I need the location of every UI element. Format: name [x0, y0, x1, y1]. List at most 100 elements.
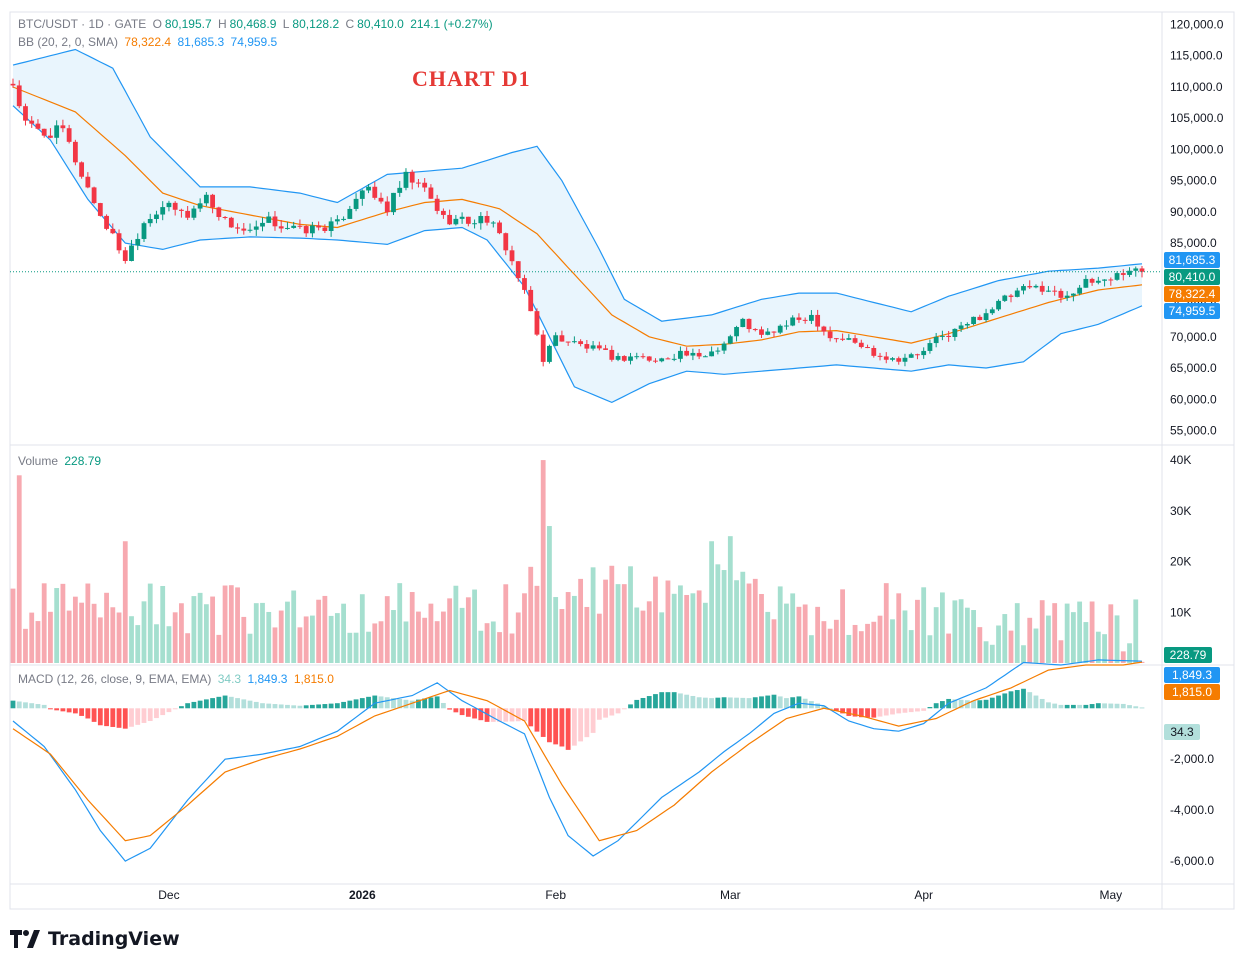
bollinger-band-fill — [13, 49, 1142, 403]
volume-bar — [939, 592, 945, 663]
tradingview-logo[interactable]: TradingView — [10, 928, 180, 950]
volume-bar — [621, 584, 627, 663]
macd-histogram-bar — [553, 708, 559, 745]
candle-body — [1108, 279, 1114, 281]
macd-histogram-bar — [915, 708, 920, 712]
volume-bar — [228, 585, 234, 663]
candle-body — [403, 171, 409, 188]
candle-body — [1133, 268, 1139, 271]
volume-bar — [634, 607, 640, 663]
macd-histogram-bar — [1133, 706, 1139, 709]
macd-line — [12, 659, 1143, 862]
macd-histogram-bar — [571, 708, 577, 746]
macd-histogram-bar — [372, 695, 378, 709]
volume-bar — [908, 630, 914, 663]
volume-bar — [727, 536, 733, 663]
candle-body — [721, 343, 727, 351]
macd-histogram-bar — [752, 697, 758, 709]
macd-histogram-bar — [416, 699, 421, 709]
macd-histogram-bar — [578, 708, 584, 742]
macd-histogram-bar — [278, 704, 284, 709]
volume-bar — [66, 610, 72, 663]
candle-body — [97, 203, 103, 216]
volume-bar — [372, 623, 378, 663]
macd-histogram-bar — [771, 694, 777, 709]
volume-bar — [540, 460, 546, 663]
macd-histogram-bar — [1027, 692, 1033, 709]
macd-histogram-bar — [160, 708, 166, 716]
candle-body — [840, 338, 845, 340]
volume-bar — [490, 621, 496, 663]
macd-histogram-bar — [428, 697, 434, 709]
macd-histogram-bar — [784, 698, 789, 709]
candle-body — [596, 345, 602, 349]
candle-body — [540, 334, 546, 362]
volume-bar — [72, 596, 78, 663]
candle-body — [85, 176, 91, 188]
candle-body — [640, 356, 646, 358]
bb-legend: BB (20, 2, 0, SMA) 78,322.4 81,685.3 74,… — [18, 35, 280, 49]
candle-body — [490, 222, 496, 224]
candle-body — [1083, 278, 1089, 288]
candle-body — [391, 192, 396, 213]
macd-histogram-bar — [353, 699, 359, 709]
volume-bar — [197, 592, 203, 663]
macd-histogram-bar — [734, 697, 739, 709]
macd-histogram-bar — [1014, 690, 1020, 709]
volume-bar — [665, 580, 671, 663]
volume-bar — [10, 588, 16, 663]
candle-body — [253, 226, 259, 230]
bb-basis-value: 78,322.4 — [124, 35, 172, 49]
candle-body — [946, 335, 952, 337]
volume-bar — [696, 590, 702, 663]
candle-body — [347, 208, 353, 219]
macd-histogram-bar — [964, 700, 970, 709]
macd-histogram-bar — [759, 696, 764, 709]
candle-body — [291, 225, 297, 228]
macd-histogram-bar — [129, 708, 134, 727]
macd-histogram-bar — [179, 706, 184, 709]
candle-body — [484, 215, 490, 223]
macd-histogram-bar — [1120, 703, 1126, 709]
macd-histogram-bar — [334, 703, 340, 709]
macd-histogram-bar — [883, 708, 889, 716]
volume-bar — [397, 583, 403, 663]
macd-histogram-bar — [865, 708, 870, 718]
macd-histogram-bar — [933, 703, 939, 709]
volume-bar — [958, 599, 964, 663]
volume-bar — [122, 541, 128, 663]
candle-body — [883, 356, 889, 360]
macd-histogram-bar — [29, 703, 35, 709]
volume-bar — [721, 570, 727, 663]
volume-bar — [840, 589, 845, 663]
candle-body — [915, 354, 920, 356]
macd-histogram-bar — [497, 708, 502, 722]
candle-body — [709, 351, 715, 357]
macd-histogram-bar — [609, 708, 615, 716]
macd-tick-label: -2,000.0 — [1170, 752, 1214, 766]
volume-bar — [1095, 631, 1101, 663]
macd-histogram-bar — [640, 697, 646, 709]
macd-histogram-bar — [584, 708, 590, 738]
candle-body — [571, 341, 577, 343]
candle-body — [397, 187, 403, 193]
macd-histogram-bar — [528, 708, 534, 727]
volume-bar — [896, 593, 902, 663]
volume-bar — [740, 571, 746, 663]
macd-histogram-bar — [366, 696, 371, 709]
candle-body — [110, 228, 116, 234]
candle-body — [553, 335, 559, 346]
volume-bar — [478, 630, 484, 663]
bb-lower-price-tag: 74,959.5 — [1169, 304, 1216, 318]
candle-body — [684, 350, 690, 356]
ohlc-high-value: 80,468.9 — [229, 17, 277, 31]
candle-body — [690, 352, 696, 356]
chart-annotation: CHART D1 — [412, 66, 531, 91]
volume-bar — [578, 578, 584, 663]
candle-body — [1027, 286, 1033, 288]
macd-histogram-bar — [422, 698, 428, 709]
bb-upper-price-tag-bg — [1164, 252, 1220, 268]
macd-histogram-bar — [596, 708, 602, 720]
volume-bar — [833, 619, 839, 663]
